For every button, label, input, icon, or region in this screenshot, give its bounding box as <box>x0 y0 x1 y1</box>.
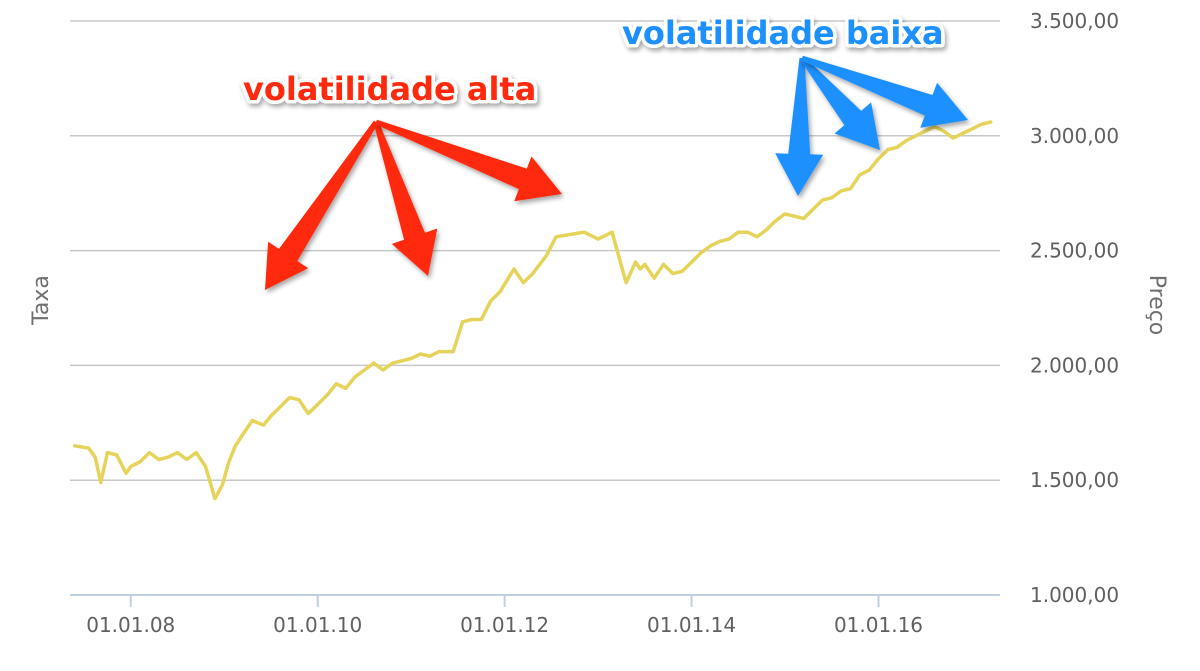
x-tick-label: 01.01.12 <box>460 613 549 637</box>
y-tick-label: 3.500,00 <box>1030 9 1119 33</box>
annotation-arrows <box>265 55 968 290</box>
series-group <box>72 120 993 501</box>
series-line <box>72 120 993 501</box>
x-tick-label: 01.01.10 <box>273 613 362 637</box>
y-tick-label: 1.000,00 <box>1030 583 1119 607</box>
annotation-volatilidade-alta: volatilidade alta <box>243 70 536 108</box>
y-tick-label: 2.000,00 <box>1030 353 1119 377</box>
y-axis-title-right: Preço <box>1144 275 1169 336</box>
y-axis-labels: 1.000,00 1.500,00 2.000,00 2.500,00 3.000,00… <box>1030 9 1119 607</box>
annotation-volatilidade-baixa: volatilidade baixa <box>622 14 944 52</box>
arrow-red-1 <box>265 120 379 290</box>
y-tick-label: 2.500,00 <box>1030 239 1119 263</box>
y-tick-label: 1.500,00 <box>1030 468 1119 492</box>
arrow-blue-2 <box>800 56 880 150</box>
arrow-blue-3 <box>801 55 968 128</box>
arrow-red-3 <box>375 119 562 202</box>
x-tick-label: 01.01.16 <box>834 613 923 637</box>
y-tick-label: 3.000,00 <box>1030 124 1119 148</box>
x-axis-labels: 01.01.08 01.01.10 01.01.12 01.01.14 01.01.16 <box>86 613 923 637</box>
x-axis <box>70 594 1000 607</box>
y-axis-title-left: Taxa <box>29 275 54 326</box>
x-tick-label: 01.01.08 <box>86 613 175 637</box>
arrow-blue-1 <box>775 57 824 197</box>
x-tick-label: 01.01.14 <box>647 613 736 637</box>
arrow-red-2 <box>373 121 438 276</box>
